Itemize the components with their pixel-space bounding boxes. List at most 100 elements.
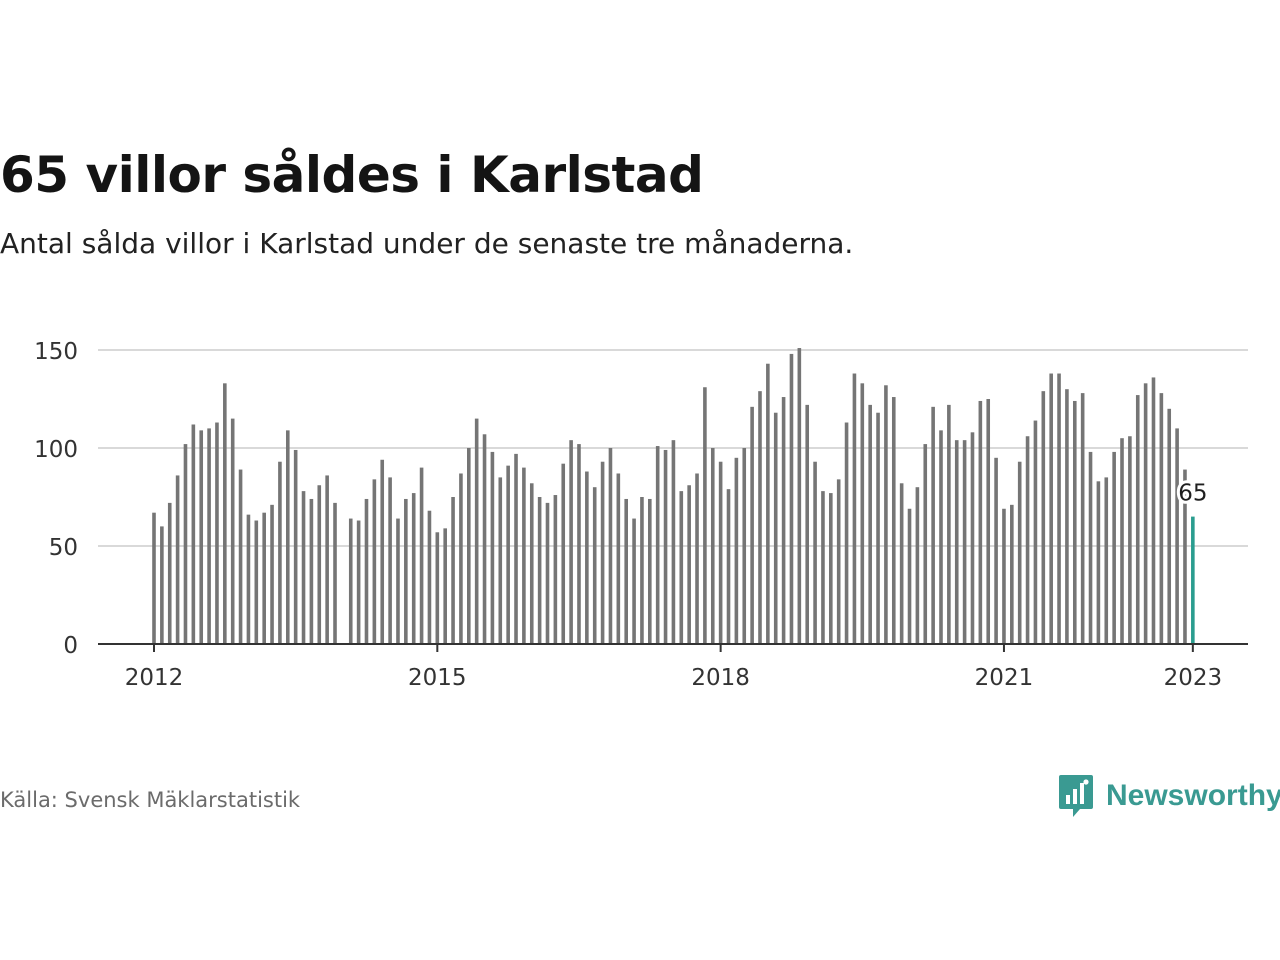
- bar: [781, 397, 786, 644]
- bar: [844, 422, 849, 644]
- chart-title: 65 villor såldes i Karlstad: [0, 146, 704, 204]
- x-tick-label: 2023: [1164, 665, 1223, 691]
- bar: [679, 491, 684, 644]
- brand-name: Newsworthy: [1106, 779, 1280, 812]
- bar: [899, 483, 904, 644]
- bar: [970, 432, 975, 644]
- bar: [1151, 377, 1156, 644]
- newsworthy-logo-icon: [1059, 775, 1093, 817]
- bar: [348, 518, 353, 644]
- bar: [663, 449, 668, 644]
- bar: [183, 444, 188, 644]
- bar: [1143, 383, 1148, 644]
- bar: [616, 473, 621, 644]
- bar: [215, 422, 219, 644]
- bar: [160, 526, 164, 644]
- x-axis-ticks: 2012 2015 2018 2021 2023: [125, 644, 1222, 691]
- bar: [648, 498, 652, 644]
- bar: [482, 434, 487, 644]
- bar: [632, 518, 636, 644]
- bar: [986, 399, 991, 644]
- bar: [1112, 451, 1116, 644]
- bar: [923, 444, 928, 644]
- bar: [230, 418, 235, 644]
- bar: [411, 493, 416, 644]
- bar: [1128, 436, 1132, 644]
- bar: [585, 471, 589, 644]
- bar: [947, 404, 951, 644]
- bar: [750, 406, 754, 644]
- bar-highlight: [1191, 516, 1195, 644]
- bar: [1033, 420, 1038, 644]
- bar: [254, 520, 259, 644]
- bar: [1104, 477, 1109, 644]
- y-tick-label: 100: [34, 437, 78, 463]
- bar: [624, 498, 628, 644]
- bar: [1175, 428, 1179, 644]
- bar: [1135, 395, 1140, 644]
- bar: [891, 397, 896, 644]
- bar: [994, 457, 998, 644]
- bar: [600, 461, 605, 644]
- bar: [270, 504, 274, 644]
- bar: [829, 493, 833, 644]
- bar: [427, 510, 432, 644]
- bar: [443, 528, 447, 644]
- bar: [498, 477, 503, 644]
- bar: [506, 465, 510, 644]
- bar: [223, 383, 227, 644]
- bar: [907, 508, 912, 644]
- bar: [561, 463, 566, 644]
- bar: [577, 444, 581, 644]
- bar: [372, 479, 377, 644]
- bar: [1159, 393, 1164, 644]
- bar: [333, 502, 337, 644]
- x-tick-label: 2021: [975, 665, 1034, 691]
- bar: [789, 353, 794, 644]
- bar: [655, 446, 660, 644]
- bar: [884, 385, 888, 644]
- bar: [419, 467, 424, 644]
- bar: [569, 440, 573, 644]
- chart-subtitle: Antal sålda villor i Karlstad under de s…: [0, 227, 854, 260]
- bar: [805, 404, 810, 644]
- bar: [640, 497, 644, 644]
- bar: [396, 518, 400, 644]
- bar: [1096, 481, 1101, 644]
- bar: [537, 497, 542, 644]
- bar: [813, 461, 817, 644]
- x-tick-label: 2012: [125, 665, 184, 691]
- bar-chart: 0 50 100 150 2012 2015 2018 2021 2023 65: [34, 339, 1248, 691]
- y-tick-label: 150: [34, 339, 78, 365]
- bar: [246, 514, 251, 644]
- bar: [766, 363, 770, 644]
- bar: [490, 451, 495, 644]
- bar: [1065, 389, 1069, 644]
- bar: [529, 483, 534, 644]
- bar: [1041, 391, 1046, 644]
- bar: [978, 400, 983, 644]
- bar: [836, 479, 841, 644]
- bar: [553, 495, 558, 644]
- bar: [404, 498, 408, 644]
- bar: [238, 469, 243, 644]
- bar: [167, 502, 172, 644]
- bar: [285, 430, 290, 644]
- bar: [758, 391, 762, 644]
- bar: [1057, 373, 1061, 644]
- bar: [451, 497, 455, 644]
- bar: [671, 440, 676, 644]
- bar: [1088, 451, 1093, 644]
- bar: [592, 487, 597, 644]
- bar: [175, 475, 180, 644]
- bar: [695, 473, 699, 644]
- highlight-annotation: 65: [1175, 478, 1210, 510]
- y-axis-ticks: 0 50 100 150: [34, 339, 78, 659]
- bar: [1049, 373, 1053, 644]
- bar: [356, 520, 361, 644]
- bar: [710, 448, 715, 644]
- bar: [467, 448, 471, 644]
- bar: [514, 453, 518, 644]
- y-tick-label: 50: [49, 535, 78, 561]
- bar: [821, 491, 825, 644]
